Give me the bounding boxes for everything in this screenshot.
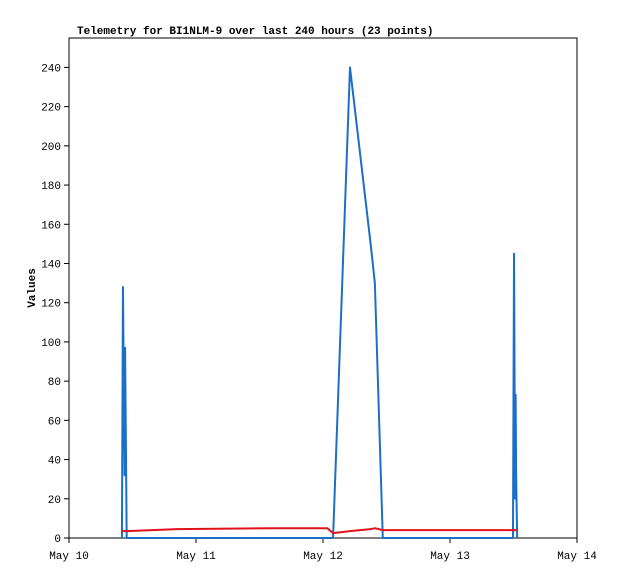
series-line: [121, 527, 518, 535]
y-tick-label: 240: [41, 63, 61, 75]
series-line: [120, 66, 519, 539]
y-tick-label: 220: [41, 103, 61, 115]
chart-title: Telemetry for BI1NLM-9 over last 240 hou…: [77, 26, 433, 38]
y-tick-label: 80: [48, 377, 61, 389]
y-axis-label: Values: [27, 268, 39, 308]
y-tick-label: 40: [48, 456, 61, 468]
y-tick-label: 0: [54, 534, 61, 546]
y-tick-label: 140: [41, 259, 61, 271]
y-tick-label: 20: [48, 495, 61, 507]
x-tick-label: May 13: [430, 551, 470, 563]
x-tick-label: May 10: [49, 551, 89, 563]
y-tick-label: 100: [41, 338, 61, 350]
x-tick-label: May 14: [557, 551, 597, 563]
y-tick-label: 120: [41, 299, 61, 311]
y-tick-label: 180: [41, 181, 61, 193]
y-tick-label: 160: [41, 220, 61, 232]
x-tick-label: May 12: [303, 551, 343, 563]
y-tick-label: 200: [41, 142, 61, 154]
x-tick-label: May 11: [176, 551, 216, 563]
y-tick-label: 60: [48, 416, 61, 428]
